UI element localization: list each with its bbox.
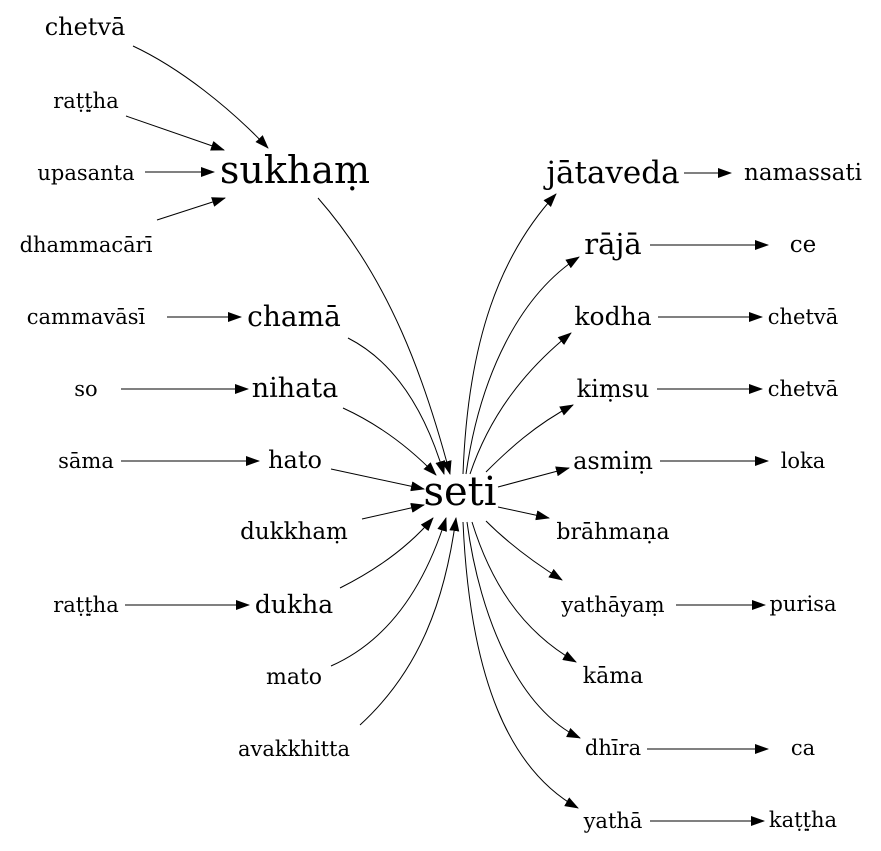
node-jataveda: jātaveda bbox=[543, 155, 679, 191]
edge-nihata-seti bbox=[342, 407, 437, 476]
node-yathayam: yathāyaṃ bbox=[560, 593, 664, 617]
edge-dukkham-seti bbox=[361, 502, 425, 520]
edge-seti-raja bbox=[465, 256, 580, 475]
node-namassati: namassati bbox=[744, 160, 862, 186]
node-kodha: kodha bbox=[574, 302, 651, 331]
edge-avakkhitta-seti bbox=[359, 517, 460, 726]
node-nihata: nihata bbox=[252, 373, 338, 404]
node-so: so bbox=[74, 377, 97, 401]
edge-dukha-seti bbox=[339, 517, 434, 589]
node-purisa: purisa bbox=[769, 592, 836, 616]
node-dukkham: dukkhaṃ bbox=[240, 519, 348, 545]
node-kattha: kaṭṭ̣ha bbox=[769, 808, 837, 832]
node-dukha: dukha bbox=[255, 590, 333, 619]
node-brahmana: brāhmaṇa bbox=[556, 520, 669, 545]
node-mato: mato bbox=[266, 665, 322, 690]
node-chama: chamā bbox=[247, 300, 341, 333]
node-yatha: yathā bbox=[583, 809, 643, 833]
node-kama: kāma bbox=[583, 664, 643, 689]
node-raja: rājā bbox=[584, 227, 641, 261]
nodes: chetvā raṭṭ̣ha upasanta dhammacārī camma… bbox=[20, 13, 862, 833]
node-cammavasi: cammavāsī bbox=[27, 305, 146, 329]
node-ce: ce bbox=[790, 232, 817, 258]
edges bbox=[121, 45, 769, 826]
node-kimsu: kiṃsu bbox=[577, 375, 650, 403]
edge-mato-seti bbox=[330, 517, 447, 667]
node-seti: seti bbox=[423, 469, 496, 515]
edge-seti-kodha bbox=[469, 332, 572, 475]
node-sukham: sukhaṃ bbox=[220, 148, 370, 192]
edge-seti-jataveda bbox=[462, 193, 557, 475]
edge-sukham-seti bbox=[317, 197, 452, 475]
edge-chetva-sukham bbox=[132, 45, 269, 149]
edge-seti-dhira bbox=[466, 521, 581, 739]
edge-seti-kama bbox=[471, 521, 577, 663]
node-chetva: chetvā bbox=[768, 305, 839, 329]
edge-seti-yathayam bbox=[485, 520, 563, 581]
node-asmim: asmiṃ bbox=[573, 447, 653, 475]
node-loka: loka bbox=[781, 449, 826, 473]
edge-dhammacari-sukham bbox=[156, 197, 226, 221]
edge-chama-seti bbox=[347, 337, 446, 475]
node-rattha: raṭṭ̣ha bbox=[53, 89, 118, 113]
node-dhammacari: dhammacārī bbox=[20, 233, 153, 257]
node-avakkhitta: avakkhitta bbox=[238, 737, 350, 761]
node-rattha: raṭṭ̣ha bbox=[53, 593, 118, 617]
node-dhira: dhīra bbox=[585, 736, 641, 760]
node-upasanta: upasanta bbox=[37, 161, 134, 185]
node-sama: sāma bbox=[58, 449, 114, 473]
edge-seti-asmim bbox=[497, 466, 570, 488]
node-chetva: chetvā bbox=[45, 13, 126, 41]
edge-rattha-sukham bbox=[125, 115, 225, 151]
edge-hato-seti bbox=[330, 468, 425, 492]
node-ca: ca bbox=[791, 736, 815, 760]
edge-seti-brahmana bbox=[497, 506, 550, 521]
node-hato: hato bbox=[268, 446, 322, 474]
node-chetva: chetvā bbox=[768, 377, 839, 401]
edge-seti-kimsu bbox=[485, 404, 574, 473]
edge-seti-yatha bbox=[462, 521, 579, 809]
